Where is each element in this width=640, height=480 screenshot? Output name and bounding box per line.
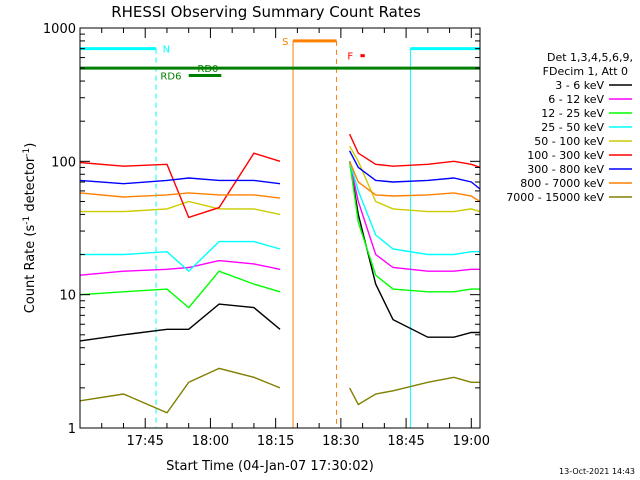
legend: Det 1,3,4,5,6,9, FDecim 1, Att 0 3 - 6 k… (506, 51, 633, 204)
interval-label-f: F (347, 52, 353, 63)
legend-entry-label: 300 - 800 keV (527, 163, 604, 176)
x-axis: 17:45 18:00 18:15 18:30 18:45 19:00 (101, 28, 490, 449)
legend-entry-label: 50 - 100 keV (534, 135, 604, 148)
y-axis-label-main: Count Rate (s (23, 225, 38, 314)
y-tick-label: 1000 (43, 22, 76, 37)
plot-frame (79, 27, 481, 429)
series-line-4 (80, 161, 480, 273)
x-tick-label: 18:00 (192, 434, 229, 449)
series-line-5 (80, 145, 481, 216)
y-tick-label: 10 (59, 289, 76, 304)
legend-entry-label: 12 - 25 keV (541, 107, 604, 120)
interval-label-n: N (163, 45, 170, 56)
series-line-8 (79, 161, 481, 203)
legend-header-detectors: Det 1,3,4,5,6,9, (547, 51, 633, 64)
series-line-3 (79, 161, 480, 309)
series-line-2 (79, 161, 480, 276)
x-tick-label: 17:45 (126, 434, 163, 449)
x-tick-label: 19:00 (453, 434, 490, 449)
y-axis-label-end: ) (23, 143, 38, 148)
x-axis-label: Start Time (04-Jan-07 17:30:02) (166, 459, 374, 474)
legend-entry-label: 7000 - 15000 keV (506, 191, 604, 204)
y-tick-label: 1 (68, 422, 76, 437)
legend-entry-label: 3 - 6 keV (555, 79, 604, 92)
x-tick-label: 18:15 (257, 434, 294, 449)
legend-entry-label: 100 - 300 keV (527, 149, 604, 162)
series-lines (79, 133, 481, 414)
y-axis-label-exponent-2: -1 (22, 148, 32, 157)
series-line-1 (79, 161, 480, 342)
chart-title: RHESSI Observing Summary Count Rates (111, 3, 421, 21)
interval-label-rd6: RD6 (160, 72, 181, 83)
y-axis-label: Count Rate (s-1 detector-1) (22, 143, 38, 314)
y-axis: 1 10 100 1000 (43, 22, 480, 437)
interval-label-s: S (282, 37, 288, 48)
interval-label-rd0: RD0 (197, 64, 218, 75)
legend-header-decimation: FDecim 1, Att 0 (543, 65, 628, 78)
legend-entry-label: 25 - 50 keV (541, 121, 604, 134)
legend-entry-label: 800 - 7000 keV (520, 177, 604, 190)
legend-entry-label: 6 - 12 keV (548, 93, 604, 106)
y-axis-label-middle: detector (23, 156, 38, 216)
x-tick-label: 18:30 (322, 434, 359, 449)
series-line-6 (79, 133, 481, 219)
y-axis-label-exponent-1: -1 (22, 216, 32, 225)
x-tick-label: 18:45 (387, 434, 424, 449)
generation-timestamp: 13-Oct-2021 14:43 (559, 467, 635, 476)
series-line-7 (79, 150, 481, 190)
series-line-9 (79, 367, 480, 414)
y-tick-label: 100 (51, 155, 76, 170)
